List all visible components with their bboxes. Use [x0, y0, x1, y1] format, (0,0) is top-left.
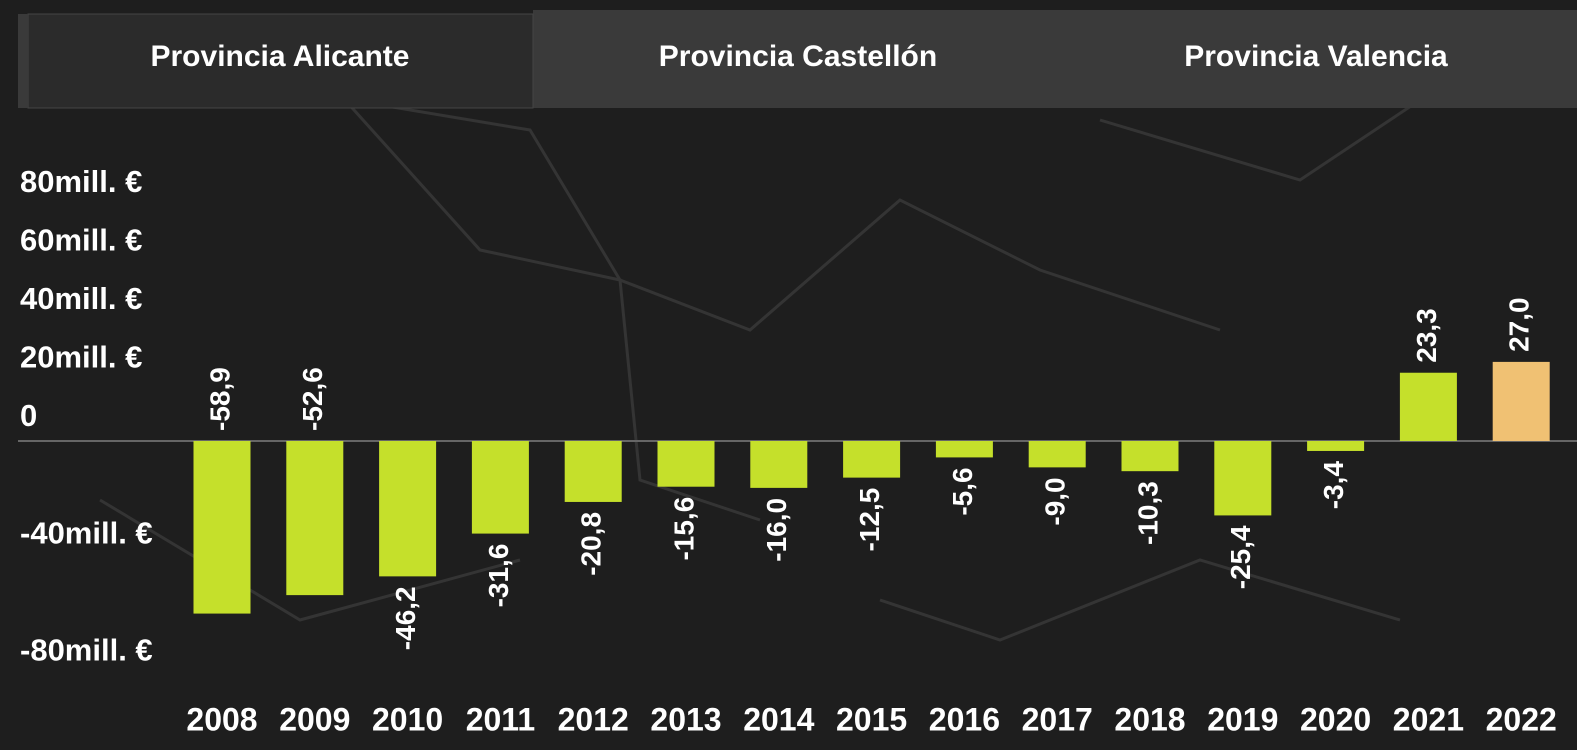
x-tick-label: 2017: [1022, 701, 1093, 737]
x-tick-label: 2013: [650, 701, 721, 737]
tab-label[interactable]: Provincia Valencia: [1184, 40, 1448, 73]
tab-label[interactable]: Provincia Alicante: [151, 40, 410, 73]
x-tick-label: 2022: [1486, 701, 1557, 737]
value-label: -15,6: [668, 497, 699, 561]
y-tick-label: 20mill. €: [20, 340, 142, 375]
bar: [1492, 361, 1550, 441]
y-tick-label: -80mill. €: [20, 633, 153, 668]
value-label: -52,6: [297, 367, 328, 431]
value-label: -16,0: [761, 498, 792, 562]
value-label: -25,4: [1225, 525, 1256, 589]
value-label: -9,0: [1040, 477, 1071, 525]
value-label: -58,9: [204, 367, 235, 431]
value-label: -10,3: [1132, 481, 1163, 545]
y-tick-label: 0: [20, 398, 37, 433]
bar: [1307, 441, 1365, 451]
value-label: -3,4: [1318, 461, 1349, 510]
tab-edge: [18, 14, 28, 108]
y-tick-label: 60mill. €: [20, 222, 142, 257]
y-tick-label: -40mill. €: [20, 515, 153, 550]
x-tick-label: 2016: [929, 701, 1000, 737]
bar: [1399, 372, 1457, 441]
x-tick-label: 2012: [558, 701, 629, 737]
y-tick-label: 40mill. €: [20, 281, 142, 316]
value-label: 23,3: [1411, 308, 1442, 363]
bar: [471, 441, 529, 534]
bar: [564, 441, 622, 502]
bar: [286, 441, 344, 596]
y-tick-label: 80mill. €: [20, 164, 142, 199]
bar: [935, 441, 993, 458]
bar: [1028, 441, 1086, 468]
bar: [379, 441, 437, 577]
value-label: -5,6: [947, 467, 978, 515]
value-label: -31,6: [483, 544, 514, 608]
value-label: -20,8: [576, 512, 607, 576]
bar: [1214, 441, 1272, 516]
background-network: [99, 48, 1561, 642]
x-tick-label: 2021: [1393, 701, 1464, 737]
bar: [657, 441, 715, 487]
bar: [193, 441, 251, 614]
value-label: 27,0: [1504, 297, 1535, 352]
x-tick-label: 2014: [743, 701, 814, 737]
x-tick-label: 2009: [279, 701, 350, 737]
bar: [843, 441, 901, 478]
value-label: -12,5: [854, 488, 885, 552]
value-label: -46,2: [390, 586, 421, 650]
tab-strip: [533, 10, 1577, 108]
bar: [750, 441, 808, 488]
x-tick-label: 2018: [1114, 701, 1185, 737]
x-tick-label: 2008: [186, 701, 257, 737]
x-tick-label: 2015: [836, 701, 907, 737]
x-tick-label: 2019: [1207, 701, 1278, 737]
x-tick-label: 2020: [1300, 701, 1371, 737]
tab-label[interactable]: Provincia Castellón: [659, 40, 937, 73]
bar: [1121, 441, 1179, 472]
x-tick-label: 2010: [372, 701, 443, 737]
x-tick-label: 2011: [466, 701, 535, 737]
